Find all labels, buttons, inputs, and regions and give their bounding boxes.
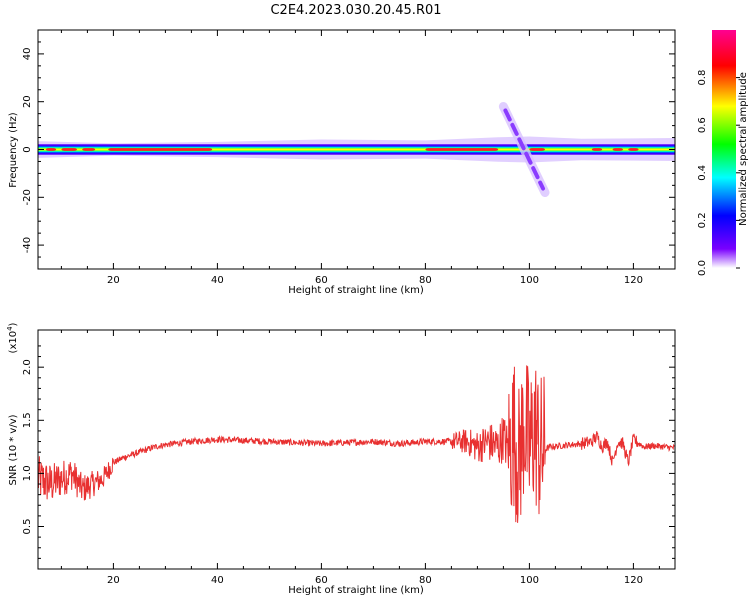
spectrogram-y-tick-label: 0: [22, 146, 33, 152]
snr-y-axis-label: SNR (10 * v/v): [8, 414, 19, 485]
spectrogram-x-tick-label: 120: [624, 275, 643, 286]
snr-x-tick-label: 100: [520, 575, 539, 586]
spectrogram-y-tick-label: -20: [22, 189, 33, 205]
band-peak-segment: [612, 148, 623, 151]
band-peak-segment: [45, 148, 57, 151]
spectrogram-x-tick-label: 20: [107, 275, 120, 286]
snr-panel: 20 40 60 80 100 120 0.5 1.0 1.5 2.0 Height of str…: [6, 322, 676, 596]
snr-y-scale-label: (x104): [6, 322, 19, 353]
colorbar-ticks: 0.0 0.2 0.4 0.6 0.8: [697, 70, 740, 276]
spectrogram-x-tick-label: 40: [211, 275, 224, 286]
colorbar-tick-label: 0.8: [697, 70, 708, 86]
snr-x-tick-label: 60: [315, 575, 328, 586]
colorbar-tick-label: 0.6: [697, 117, 708, 133]
snr-axes: 20 40 60 80 100 120 0.5 1.0 1.5 2.0: [22, 330, 675, 586]
snr-frame: [37, 329, 676, 570]
diagonal-streak: [503, 108, 545, 191]
snr-x-axis-label: Height of straight line (km): [288, 585, 424, 596]
spectrogram-y-axis-label: Frequency (Hz): [8, 112, 19, 188]
snr-y-tick-label: 0.5: [22, 519, 33, 535]
spectrogram-panel: 20 40 60 80 100 120 -40 -20 0 20 40 Height of stra…: [8, 29, 676, 296]
spectrogram-x-axis-label: Height of straight line (km): [288, 285, 424, 296]
snr-x-tick-label: 80: [419, 575, 432, 586]
figure-title: C2E4.2023.030.20.45.R01: [270, 3, 441, 18]
snr-x-tick-label: 40: [211, 575, 224, 586]
colorbar-label: Normalized spectral amplitude: [738, 72, 749, 226]
spectrogram-y-tick-label: 40: [22, 48, 33, 61]
colorbar-tick-label: 0.2: [697, 212, 708, 228]
spectrogram-axes: 20 40 60 80 100 120 -40 -20 0 20 40: [22, 30, 675, 286]
spectrogram-x-tick-label: 80: [419, 275, 432, 286]
spectrogram-x-tick-label: 60: [315, 275, 328, 286]
snr-x-tick-label: 120: [624, 575, 643, 586]
band-peak-segment: [628, 148, 639, 151]
band-peak-segment: [425, 148, 499, 151]
band-peak-segment: [591, 148, 603, 151]
snr-series-line: [38, 365, 675, 523]
snr-y-tick-label: 1.5: [22, 412, 33, 428]
snr-plot-area: [38, 365, 675, 523]
snr-y-tick-label: 2.0: [22, 359, 33, 375]
band-peak-segment: [82, 148, 96, 151]
colorbar-tick-label: 0.4: [697, 165, 708, 181]
band-layer: [38, 148, 675, 151]
snr-x-tick-label: 20: [107, 575, 120, 586]
band-peak-segment: [61, 148, 77, 151]
colorbar: 0.0 0.2 0.4 0.6 0.8 Normalized spectral ampl…: [697, 30, 749, 276]
spectrogram-y-tick-label: 20: [22, 95, 33, 108]
colorbar-gradient: [712, 30, 736, 268]
snr-y-tick-label: 1.0: [22, 465, 33, 481]
spectrogram-x-tick-label: 100: [520, 275, 539, 286]
spectrogram-image: [38, 101, 675, 198]
colorbar-tick-label: 0.0: [697, 260, 708, 276]
spectrogram-y-tick-label: -40: [22, 237, 33, 253]
band-peak-segment: [108, 148, 213, 151]
band-peak-segment: [529, 148, 545, 151]
